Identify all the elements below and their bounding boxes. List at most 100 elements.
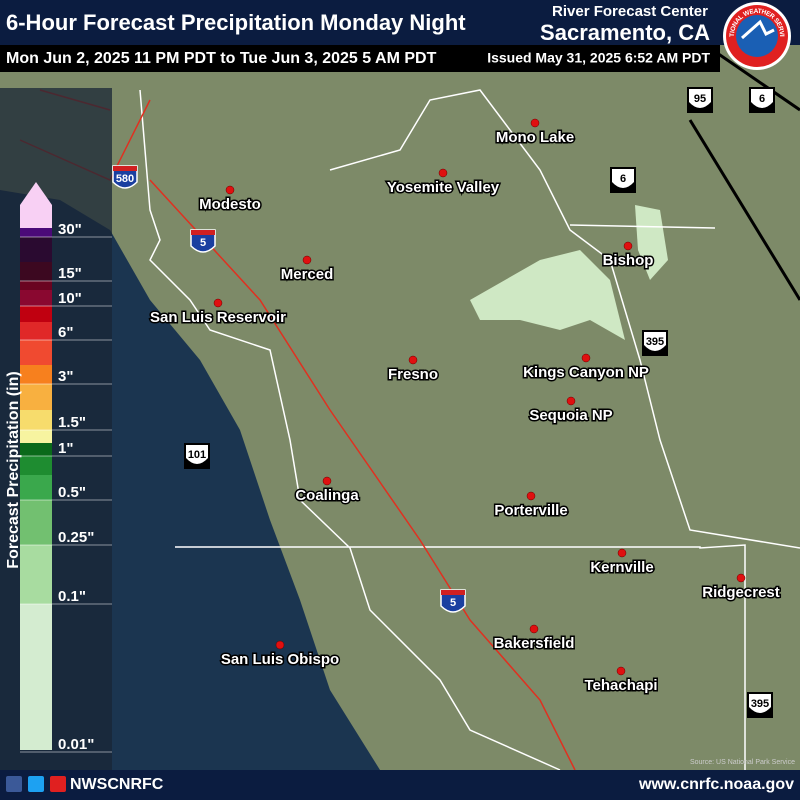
highway-number: 6 [759, 93, 765, 105]
interstate-shield [190, 229, 216, 253]
legend-swatch [20, 290, 52, 306]
highway-number: 101 [188, 449, 206, 461]
legend-swatch [20, 365, 52, 384]
youtube-icon[interactable] [50, 776, 66, 792]
city-dot [408, 355, 418, 365]
source-note: Source: US National Park Service [690, 759, 795, 766]
city-dot [438, 168, 448, 178]
legend-swatch [20, 456, 52, 475]
city-label: Coalinga [295, 487, 359, 504]
city-dot [322, 476, 332, 486]
city-label: San Luis Obispo [221, 651, 339, 668]
legend-swatch [20, 228, 52, 237]
highway-number: 6 [620, 173, 626, 185]
city-dot [302, 255, 312, 265]
city-label: Porterville [494, 502, 567, 519]
city-label: Modesto [199, 196, 261, 213]
legend-swatch [20, 410, 52, 430]
us-shield [186, 445, 208, 464]
legend-label: 6" [58, 324, 73, 341]
highway-number: 395 [646, 336, 664, 348]
highway-number: 395 [751, 698, 769, 710]
legend-swatch [20, 340, 52, 365]
interstate-band [113, 166, 137, 171]
legend-label: 1.5" [58, 414, 86, 431]
city-label: Kernville [590, 559, 653, 576]
city-label: Yosemite Valley [387, 179, 500, 196]
subheader-bar [0, 45, 720, 72]
legend-label: 0.25" [58, 529, 94, 546]
city-label: Ridgecrest [702, 584, 780, 601]
city-dot [616, 666, 626, 676]
highway-number: 5 [450, 597, 456, 609]
highway-number: 5 [200, 237, 206, 249]
highway-number: 580 [116, 173, 134, 185]
city-label: San Luis Reservoir [150, 309, 286, 326]
us-shield [612, 169, 634, 188]
legend-swatch [20, 322, 52, 340]
city-dot [617, 548, 627, 558]
us-shield [644, 332, 666, 351]
precip-area [470, 250, 625, 340]
city-dot [526, 491, 536, 501]
location: Sacramento, CA [540, 20, 710, 45]
legend-swatch [20, 384, 52, 410]
interstate-band [191, 230, 215, 235]
legend-label: 0.01" [58, 736, 94, 753]
city-dot [529, 624, 539, 634]
city-label: Fresno [388, 366, 438, 383]
issued: Issued May 31, 2025 6:52 AM PDT [487, 50, 710, 66]
legend-swatch [20, 604, 52, 750]
city-dot [530, 118, 540, 128]
website[interactable]: www.cnrfc.noaa.gov [638, 776, 794, 793]
twitter-icon[interactable] [28, 776, 44, 792]
us-shield [751, 89, 773, 108]
legend-label: 30" [58, 221, 82, 238]
legend-panel [0, 88, 112, 770]
county-lines [139, 89, 800, 771]
legend-swatch [20, 306, 52, 322]
city-dot [225, 185, 235, 195]
legend-swatch [20, 262, 52, 281]
legend-label: 0.1" [58, 588, 86, 605]
footer-bar [0, 770, 800, 800]
us-shield [689, 89, 711, 108]
title: 6-Hour Forecast Precipitation Monday Nig… [6, 10, 466, 35]
highway-number: 95 [694, 93, 706, 105]
legend-label: 10" [58, 290, 82, 307]
legend-swatch [20, 237, 52, 262]
legend-title: Forecast Precipitation (in) [5, 371, 22, 568]
interstate-band [441, 590, 465, 595]
precip-area [635, 205, 668, 280]
legend-label: 1" [58, 440, 73, 457]
legend-arrow [20, 182, 52, 228]
social-handle[interactable]: NWSCNRFC [70, 776, 164, 793]
legend-label: 15" [58, 265, 82, 282]
city-dot [581, 353, 591, 363]
city-dot [566, 396, 576, 406]
office: River Forecast Center [552, 3, 708, 20]
legend-swatch [20, 443, 52, 456]
legend-swatch [20, 430, 52, 443]
interstate-shield [440, 589, 466, 613]
city-dot [213, 298, 223, 308]
legend-swatch [20, 545, 52, 604]
legend-swatch [20, 281, 52, 290]
city-label: Merced [281, 266, 334, 283]
us-shield [749, 694, 771, 713]
city-label: Sequoia NP [529, 407, 612, 424]
city-label: Tehachapi [584, 677, 657, 694]
legend-swatch [20, 500, 52, 545]
city-dot [736, 573, 746, 583]
legend-swatch [20, 475, 52, 500]
city-label: Mono Lake [496, 129, 574, 146]
legend-label: 0.5" [58, 484, 86, 501]
facebook-icon[interactable] [6, 776, 22, 792]
valid-period: Mon Jun 2, 2025 11 PM PDT to Tue Jun 3, … [6, 50, 437, 67]
city-label: Bishop [603, 252, 654, 269]
city-label: Kings Canyon NP [523, 364, 649, 381]
city-dot [623, 241, 633, 251]
legend-bar: 30" 15" 10" 6" 3" 1.5" 1" 0.5" 0.25" 0.1" 0.01" [20, 182, 112, 753]
legend-label: 3" [58, 368, 73, 385]
